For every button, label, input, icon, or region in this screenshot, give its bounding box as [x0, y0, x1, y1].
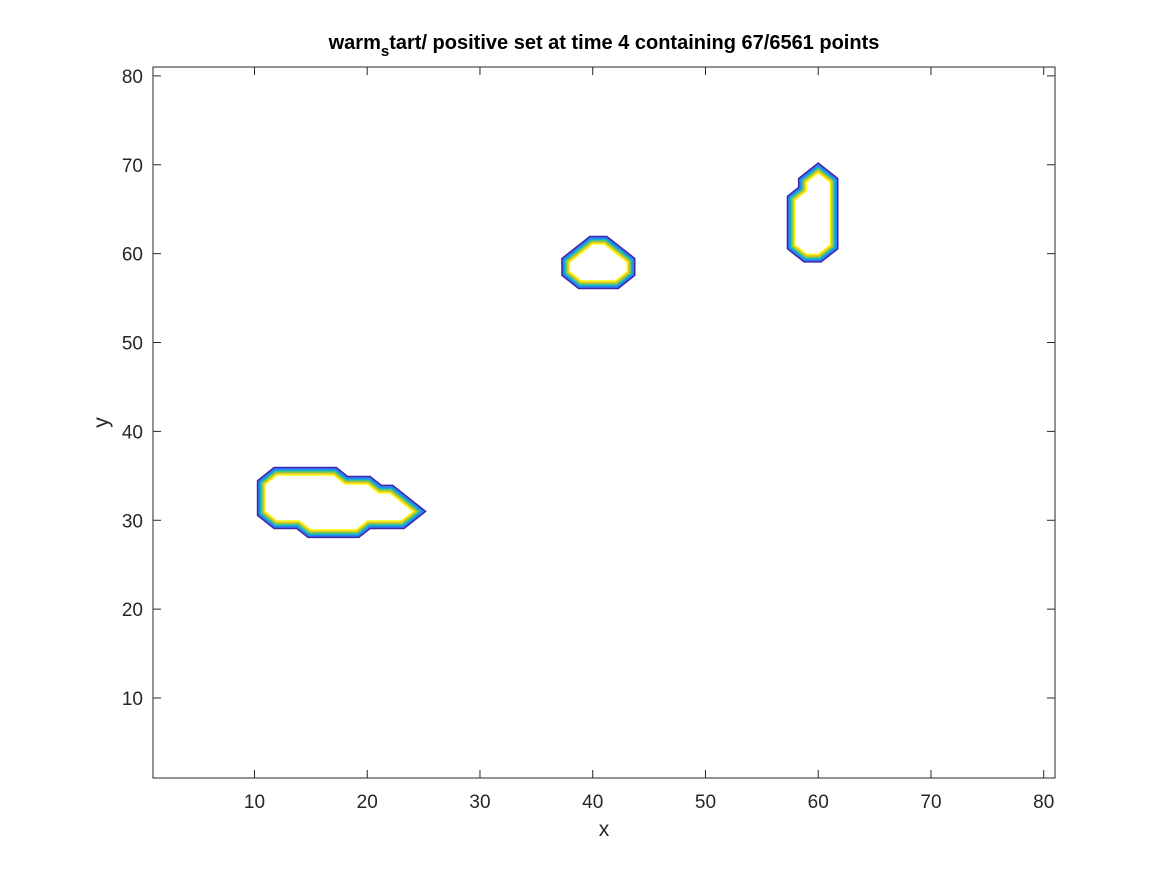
contour-region-2	[561, 235, 636, 290]
x-tick-label: 60	[808, 792, 829, 813]
axes-box	[152, 66, 1056, 779]
title-prefix: warm	[328, 32, 381, 54]
chart-title: warmstart/ positive set at time 4 contai…	[328, 32, 880, 60]
contour-interior	[795, 173, 830, 254]
y-tick-label: 30	[122, 511, 143, 532]
x-tick-label: 30	[469, 792, 490, 813]
y-axis-label: y	[90, 417, 113, 428]
x-tick-label: 20	[357, 792, 378, 813]
x-axis-label: x	[599, 818, 610, 841]
y-tick-labels: 10 20 30 40 50 60 70 80	[122, 67, 143, 710]
x-tick-label: 70	[920, 792, 941, 813]
x-tick-label: 50	[695, 792, 716, 813]
tick-marks	[153, 67, 1055, 778]
y-tick-label: 40	[122, 422, 143, 443]
title-suffix: tart/ positive set at time 4 containing …	[389, 32, 879, 54]
contour-interior	[265, 475, 413, 530]
contour-region-1	[256, 466, 427, 539]
x-tick-label: 40	[582, 792, 603, 813]
x-tick-labels: 10 20 30 40 50 60 70 80	[244, 792, 1054, 813]
x-tick-label: 10	[244, 792, 265, 813]
y-tick-label: 80	[122, 67, 143, 88]
plot-area	[153, 67, 1055, 778]
x-tick-label: 80	[1033, 792, 1054, 813]
y-tick-label: 20	[122, 600, 143, 621]
contour-interior	[570, 244, 627, 281]
y-tick-label: 60	[122, 245, 143, 266]
y-tick-label: 50	[122, 334, 143, 355]
y-tick-label: 70	[122, 156, 143, 177]
y-tick-label: 10	[122, 689, 143, 710]
contour-region-3	[786, 162, 839, 263]
contour-layer	[256, 162, 839, 539]
title-subscript: s	[381, 43, 389, 60]
